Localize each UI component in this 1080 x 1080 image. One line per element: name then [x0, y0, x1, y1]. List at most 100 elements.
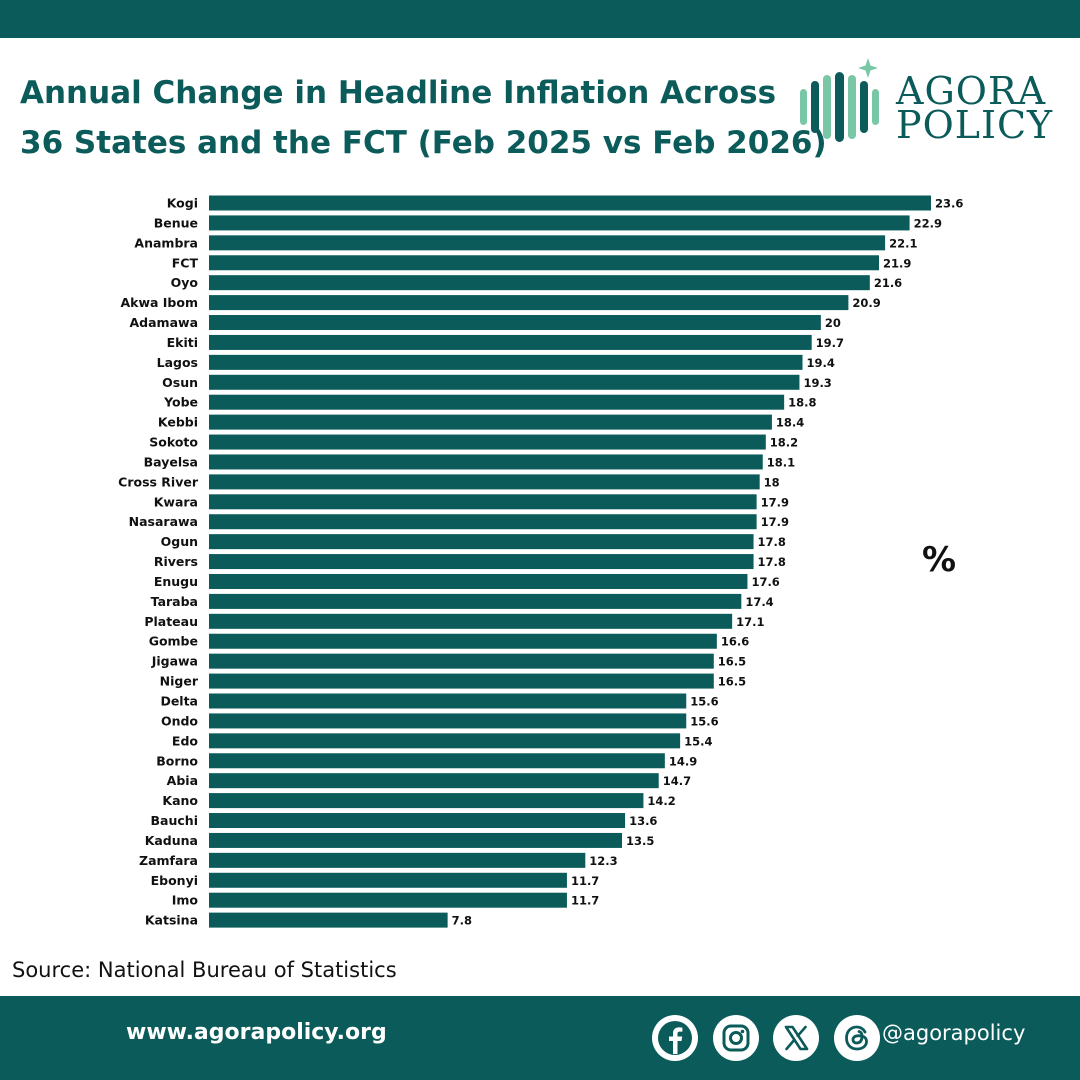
bar [209, 852, 586, 868]
agora-bars-star-icon [800, 58, 879, 142]
bar [209, 693, 687, 709]
data-label: 21.9 [883, 256, 911, 270]
bar [209, 255, 879, 271]
inflation-bar-chart: Kogi 23.6 Benue 22.9 Anambra 22.1 FCT 21.9 Oyo 21… [118, 195, 963, 928]
title-line-1: Annual Change in Headline Inflation Acro… [20, 75, 777, 111]
category-label: Gombe [149, 634, 198, 649]
bar [209, 534, 754, 550]
website-link[interactable]: www.agorapolicy.org [126, 1020, 387, 1045]
category-label: Kaduna [145, 833, 198, 848]
data-label: 22.1 [889, 236, 917, 250]
data-label: 15.6 [690, 695, 718, 709]
data-label: 14.2 [647, 794, 675, 808]
bar [209, 633, 717, 649]
data-label: 17.1 [736, 615, 764, 629]
category-label: Niger [160, 674, 199, 689]
data-label: 17.9 [761, 495, 789, 509]
bar [209, 334, 812, 350]
agora-policy-logo: AGORA POLICY [796, 56, 1066, 146]
data-label: 18.2 [770, 436, 798, 450]
data-label: 11.7 [571, 894, 599, 908]
threads-icon[interactable] [834, 1015, 880, 1061]
category-label: Abia [167, 773, 198, 788]
data-label: 14.7 [663, 774, 691, 788]
bar [209, 275, 870, 291]
category-label: Edo [172, 733, 198, 748]
bar [209, 713, 687, 729]
bar [209, 753, 665, 769]
category-label: Yobe [163, 395, 198, 410]
category-label: Nasarawa [129, 514, 198, 529]
logo-wordmark: AGORA POLICY [896, 69, 1054, 147]
data-label: 17.8 [758, 555, 786, 569]
bar [209, 793, 644, 809]
social-handle: @agorapolicy [882, 1021, 1026, 1045]
category-label: Kwara [154, 494, 198, 509]
data-label: 18.8 [788, 396, 816, 410]
data-label: 17.9 [761, 515, 789, 529]
category-label: Katsina [145, 913, 198, 928]
bar [209, 374, 800, 390]
bar [209, 813, 626, 829]
category-label: Bauchi [151, 813, 198, 828]
bar [209, 573, 748, 589]
category-label: Taraba [151, 594, 198, 609]
bar [209, 912, 448, 928]
category-label: FCT [172, 255, 199, 270]
data-label: 15.4 [684, 734, 712, 748]
data-label: 13.5 [626, 834, 654, 848]
category-label: Borno [156, 753, 198, 768]
bar [209, 295, 849, 311]
bar [209, 773, 659, 789]
data-label: 11.7 [571, 874, 599, 888]
logo-line-1: AGORA [896, 69, 1047, 113]
category-label: Zamfara [139, 853, 198, 868]
footer-banner: www.agorapolicy.org @agorapolicy [0, 996, 1080, 1080]
source-note: Source: National Bureau of Statistics [12, 958, 397, 982]
bar [209, 414, 772, 430]
data-label: 20.9 [852, 296, 880, 310]
bar [209, 733, 681, 749]
unit-label: % [922, 540, 957, 580]
data-label: 17.4 [745, 595, 773, 609]
data-label: 23.6 [935, 197, 963, 211]
bar [209, 832, 623, 848]
category-label: Oyo [171, 275, 199, 290]
bar [209, 593, 742, 609]
category-label: Imo [172, 893, 199, 908]
data-label: 16.6 [721, 635, 749, 649]
category-label: Plateau [144, 614, 198, 629]
category-label: Benue [154, 215, 198, 230]
instagram-icon[interactable] [713, 1015, 759, 1061]
bar [209, 394, 785, 410]
bar [209, 235, 886, 251]
bar [209, 474, 760, 490]
data-label: 21.6 [874, 276, 902, 290]
data-label: 18.4 [776, 416, 804, 430]
category-label: Adamawa [130, 315, 199, 330]
data-label: 20 [825, 316, 841, 330]
bar [209, 554, 754, 570]
bar [209, 434, 766, 450]
bar [209, 354, 803, 370]
category-label: Ekiti [167, 335, 198, 350]
bar [209, 315, 821, 331]
logo-line-2: POLICY [896, 103, 1054, 147]
data-label: 16.5 [718, 675, 746, 689]
page-title: Annual Change in Headline Inflation Acro… [20, 68, 827, 168]
category-label: Anambra [134, 235, 198, 250]
category-label: Jigawa [151, 654, 198, 669]
category-label: Rivers [154, 554, 198, 569]
top-banner [0, 0, 1080, 38]
data-label: 12.3 [589, 854, 617, 868]
category-label: Cross River [118, 474, 199, 489]
facebook-icon[interactable] [652, 1015, 698, 1061]
category-label: Bayelsa [144, 454, 198, 469]
data-label: 19.7 [816, 336, 844, 350]
category-label: Ebonyi [151, 873, 198, 888]
category-label: Lagos [157, 355, 198, 370]
data-label: 16.5 [718, 655, 746, 669]
x-icon[interactable] [773, 1015, 819, 1061]
data-label: 17.8 [758, 535, 786, 549]
category-label: Kebbi [158, 415, 198, 430]
